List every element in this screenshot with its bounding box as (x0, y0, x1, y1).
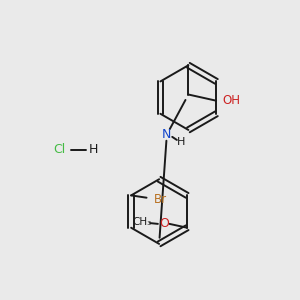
Text: Br: Br (154, 193, 167, 206)
Text: O: O (159, 218, 169, 230)
Text: H: H (89, 143, 98, 157)
Text: N: N (162, 128, 172, 141)
Text: OH: OH (222, 94, 240, 107)
Text: Cl: Cl (54, 143, 66, 157)
Text: CH₃: CH₃ (133, 217, 152, 227)
Text: H: H (176, 137, 185, 147)
